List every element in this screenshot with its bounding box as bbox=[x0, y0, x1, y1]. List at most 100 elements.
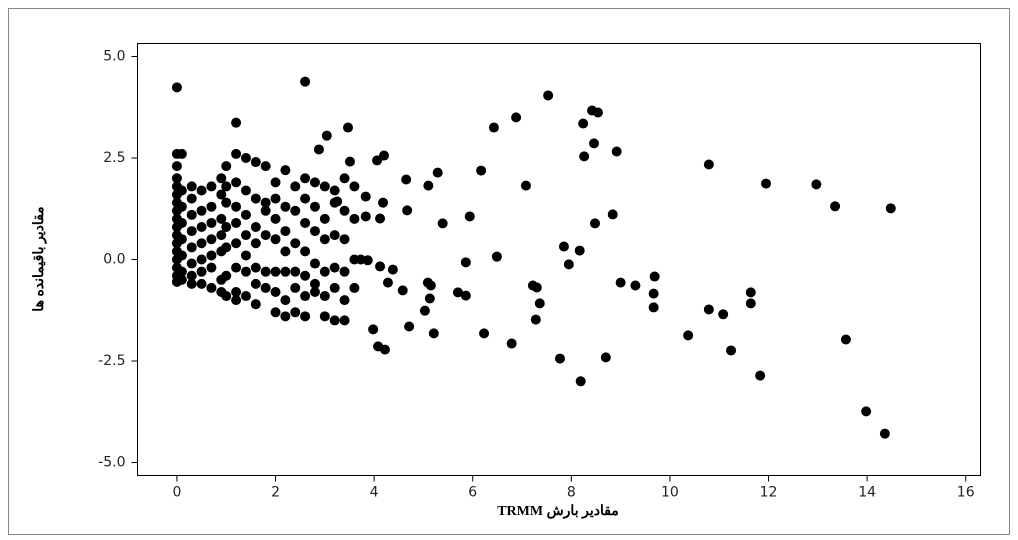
point bbox=[270, 266, 281, 277]
point bbox=[270, 177, 281, 188]
point bbox=[186, 242, 197, 253]
point bbox=[491, 251, 502, 262]
point bbox=[196, 266, 207, 277]
point bbox=[260, 205, 271, 216]
point bbox=[221, 242, 232, 253]
point bbox=[755, 370, 766, 381]
point bbox=[186, 258, 197, 269]
point bbox=[280, 295, 291, 306]
y-tick-label: 0.0 bbox=[103, 252, 125, 268]
point bbox=[382, 277, 393, 288]
point bbox=[397, 285, 408, 296]
point bbox=[240, 291, 251, 302]
point bbox=[231, 217, 242, 228]
point bbox=[339, 295, 350, 306]
x-tick-label: 6 bbox=[468, 485, 477, 501]
point bbox=[171, 82, 182, 93]
point bbox=[216, 213, 227, 224]
point bbox=[830, 201, 841, 212]
point bbox=[344, 156, 355, 167]
point bbox=[479, 328, 490, 339]
point bbox=[216, 173, 227, 184]
point bbox=[339, 205, 350, 216]
point bbox=[300, 193, 311, 204]
point bbox=[811, 179, 822, 190]
point bbox=[432, 167, 443, 178]
point bbox=[428, 328, 439, 339]
point bbox=[319, 181, 330, 192]
point bbox=[171, 173, 182, 184]
point bbox=[452, 287, 463, 298]
point bbox=[280, 226, 291, 237]
point bbox=[280, 201, 291, 212]
point bbox=[578, 118, 589, 129]
point bbox=[589, 138, 600, 149]
point bbox=[260, 197, 271, 208]
point bbox=[280, 311, 291, 322]
point bbox=[861, 406, 872, 417]
point bbox=[300, 173, 311, 184]
point bbox=[260, 230, 271, 241]
point bbox=[575, 376, 586, 387]
point bbox=[221, 197, 232, 208]
x-tick-label: 4 bbox=[370, 485, 379, 501]
y-tick-label: -5.0 bbox=[98, 455, 125, 471]
point bbox=[592, 107, 603, 118]
point bbox=[703, 159, 714, 170]
point bbox=[360, 211, 371, 222]
point bbox=[309, 258, 320, 269]
point bbox=[196, 254, 207, 265]
point bbox=[176, 266, 187, 277]
point bbox=[300, 76, 311, 87]
point bbox=[221, 161, 232, 172]
point bbox=[231, 148, 242, 159]
point bbox=[563, 259, 574, 270]
point bbox=[329, 185, 340, 196]
point bbox=[649, 271, 660, 282]
point bbox=[240, 209, 251, 220]
point bbox=[290, 238, 301, 249]
point bbox=[206, 282, 217, 293]
point bbox=[574, 245, 585, 256]
point bbox=[221, 291, 232, 302]
point bbox=[885, 203, 896, 214]
x-axis-title: مقادیر بارش TRMM bbox=[497, 504, 619, 519]
point bbox=[231, 262, 242, 273]
point bbox=[761, 178, 772, 189]
point bbox=[424, 293, 435, 304]
point bbox=[349, 254, 360, 265]
point bbox=[270, 234, 281, 245]
point bbox=[404, 321, 415, 332]
y-tick-label: 5.0 bbox=[103, 48, 125, 64]
point bbox=[319, 291, 330, 302]
point bbox=[520, 180, 531, 191]
point bbox=[300, 217, 311, 228]
point bbox=[250, 238, 261, 249]
point bbox=[186, 278, 197, 289]
point bbox=[745, 287, 756, 298]
x-tick-label: 8 bbox=[567, 485, 576, 501]
point bbox=[375, 213, 386, 224]
point bbox=[176, 250, 187, 261]
point bbox=[231, 238, 242, 249]
point bbox=[290, 266, 301, 277]
point bbox=[260, 161, 271, 172]
point bbox=[579, 151, 590, 162]
point bbox=[615, 277, 626, 288]
point bbox=[186, 209, 197, 220]
point bbox=[196, 185, 207, 196]
point bbox=[511, 112, 522, 123]
point bbox=[630, 280, 641, 291]
point bbox=[319, 311, 330, 322]
point bbox=[280, 246, 291, 257]
point bbox=[329, 315, 340, 326]
point bbox=[530, 314, 541, 325]
frame bbox=[8, 8, 1010, 535]
point bbox=[196, 222, 207, 233]
point bbox=[313, 144, 324, 155]
point bbox=[196, 205, 207, 216]
point bbox=[250, 157, 261, 168]
point bbox=[488, 122, 499, 133]
point bbox=[221, 222, 232, 233]
